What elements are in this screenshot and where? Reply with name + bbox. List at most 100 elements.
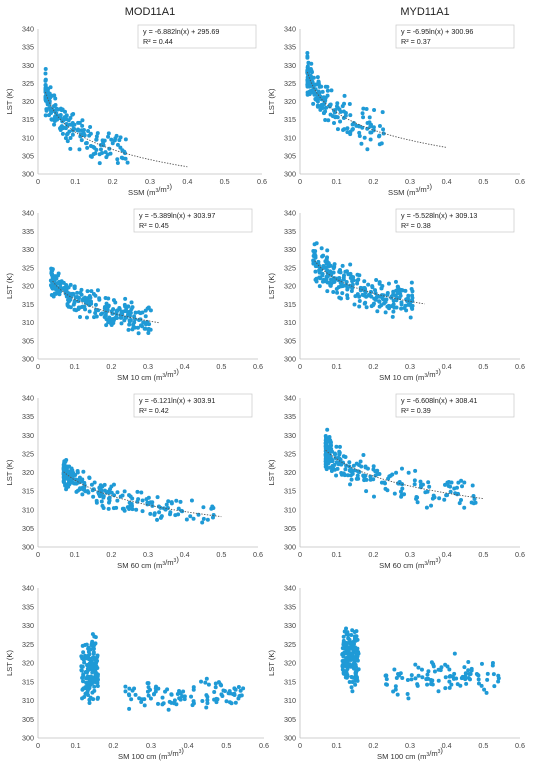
data-point: [334, 473, 339, 478]
data-point: [445, 664, 450, 669]
data-point: [43, 66, 48, 71]
data-point: [169, 501, 174, 506]
data-point: [146, 685, 151, 690]
scatter-plot-myd-ssm: 300 305 310 315 320 325 330 335 340 0 0.1 0.2 0.3 0.4…: [267, 25, 525, 198]
data-point: [346, 649, 351, 654]
data-point: [362, 301, 367, 306]
data-point: [125, 160, 130, 165]
data-point: [87, 685, 92, 690]
x-axis-label: SM 100 cm (m3/m3): [377, 746, 443, 761]
data-point: [56, 273, 60, 278]
data-point: [323, 453, 328, 458]
data-point: [311, 75, 316, 80]
scatter-plot-myd-sm100: 300 305 310 315 320 325 330 335 340 0 0.1 0.2 0.3 0.4…: [267, 584, 525, 762]
data-point: [351, 121, 356, 126]
data-point: [75, 290, 80, 295]
data-point: [61, 280, 66, 285]
data-point: [337, 444, 342, 449]
data-point: [97, 161, 102, 166]
data-point: [359, 464, 364, 469]
data-point: [191, 699, 196, 704]
data-point: [224, 699, 229, 704]
y-axis-label: LST (K): [5, 88, 14, 114]
y-tick-label: 310: [22, 133, 34, 142]
y-tick-label: 325: [284, 263, 296, 272]
data-point: [362, 293, 367, 298]
y-tick-label: 310: [284, 133, 296, 142]
data-point: [444, 493, 449, 498]
data-point: [392, 305, 397, 310]
y-tick-label: 320: [284, 468, 296, 477]
data-point: [120, 148, 125, 153]
data-point: [67, 482, 72, 487]
data-point: [56, 281, 61, 286]
data-point: [328, 441, 333, 446]
data-point: [146, 495, 151, 500]
data-point: [325, 88, 330, 93]
data-point: [113, 300, 118, 305]
data-point: [418, 479, 423, 484]
column-title-myd11a1: MYD11A1: [400, 6, 449, 18]
data-point: [352, 630, 357, 635]
data-point: [479, 661, 484, 666]
data-point: [329, 468, 334, 473]
data-point: [366, 293, 371, 298]
data-point: [130, 305, 135, 310]
data-point: [93, 307, 98, 312]
data-point: [354, 634, 359, 639]
data-point: [305, 64, 310, 69]
data-points: [311, 241, 415, 320]
data-point: [396, 481, 401, 486]
data-point: [81, 679, 86, 684]
data-point: [103, 313, 108, 318]
data-point: [200, 698, 205, 703]
data-point: [199, 679, 204, 684]
data-point: [80, 656, 85, 661]
data-point: [425, 682, 430, 687]
data-point: [334, 460, 339, 465]
data-point: [379, 286, 384, 291]
data-point: [143, 326, 148, 331]
data-point: [335, 101, 340, 106]
data-point: [98, 147, 103, 152]
data-point: [408, 315, 413, 320]
y-tick-label: 310: [284, 505, 296, 514]
data-point: [349, 652, 354, 657]
data-point: [311, 101, 316, 106]
data-point: [342, 643, 347, 648]
data-point: [120, 506, 125, 511]
data-point: [182, 694, 187, 699]
data-point: [86, 129, 91, 134]
data-point: [143, 314, 148, 319]
data-point: [81, 686, 86, 691]
data-point: [420, 675, 425, 680]
data-point: [341, 634, 346, 639]
data-point: [97, 152, 102, 157]
data-point: [60, 107, 65, 112]
x-tick-label: 0: [36, 550, 40, 559]
data-point: [442, 482, 447, 487]
data-point: [205, 517, 210, 522]
data-point: [91, 651, 96, 656]
data-point: [463, 677, 468, 682]
scatter-plot-myd-sm60: 300 305 310 315 320 325 330 335 340 0 0.1 0.2 0.3 0.4…: [267, 394, 525, 571]
y-tick-label: 305: [284, 336, 296, 345]
data-point: [75, 477, 80, 482]
data-point: [184, 517, 189, 522]
data-point: [95, 684, 100, 689]
data-point: [468, 671, 473, 676]
data-point: [238, 688, 243, 693]
data-point: [356, 476, 361, 481]
data-point: [78, 134, 83, 139]
y-tick-label: 330: [284, 621, 296, 630]
data-point: [86, 667, 91, 672]
data-point: [172, 698, 177, 703]
data-point: [114, 133, 119, 138]
y-tick-label: 335: [284, 43, 296, 52]
data-point: [53, 102, 58, 107]
data-point: [85, 289, 90, 294]
data-point: [338, 119, 343, 124]
y-tick-label: 340: [284, 394, 296, 403]
data-point: [111, 307, 116, 312]
